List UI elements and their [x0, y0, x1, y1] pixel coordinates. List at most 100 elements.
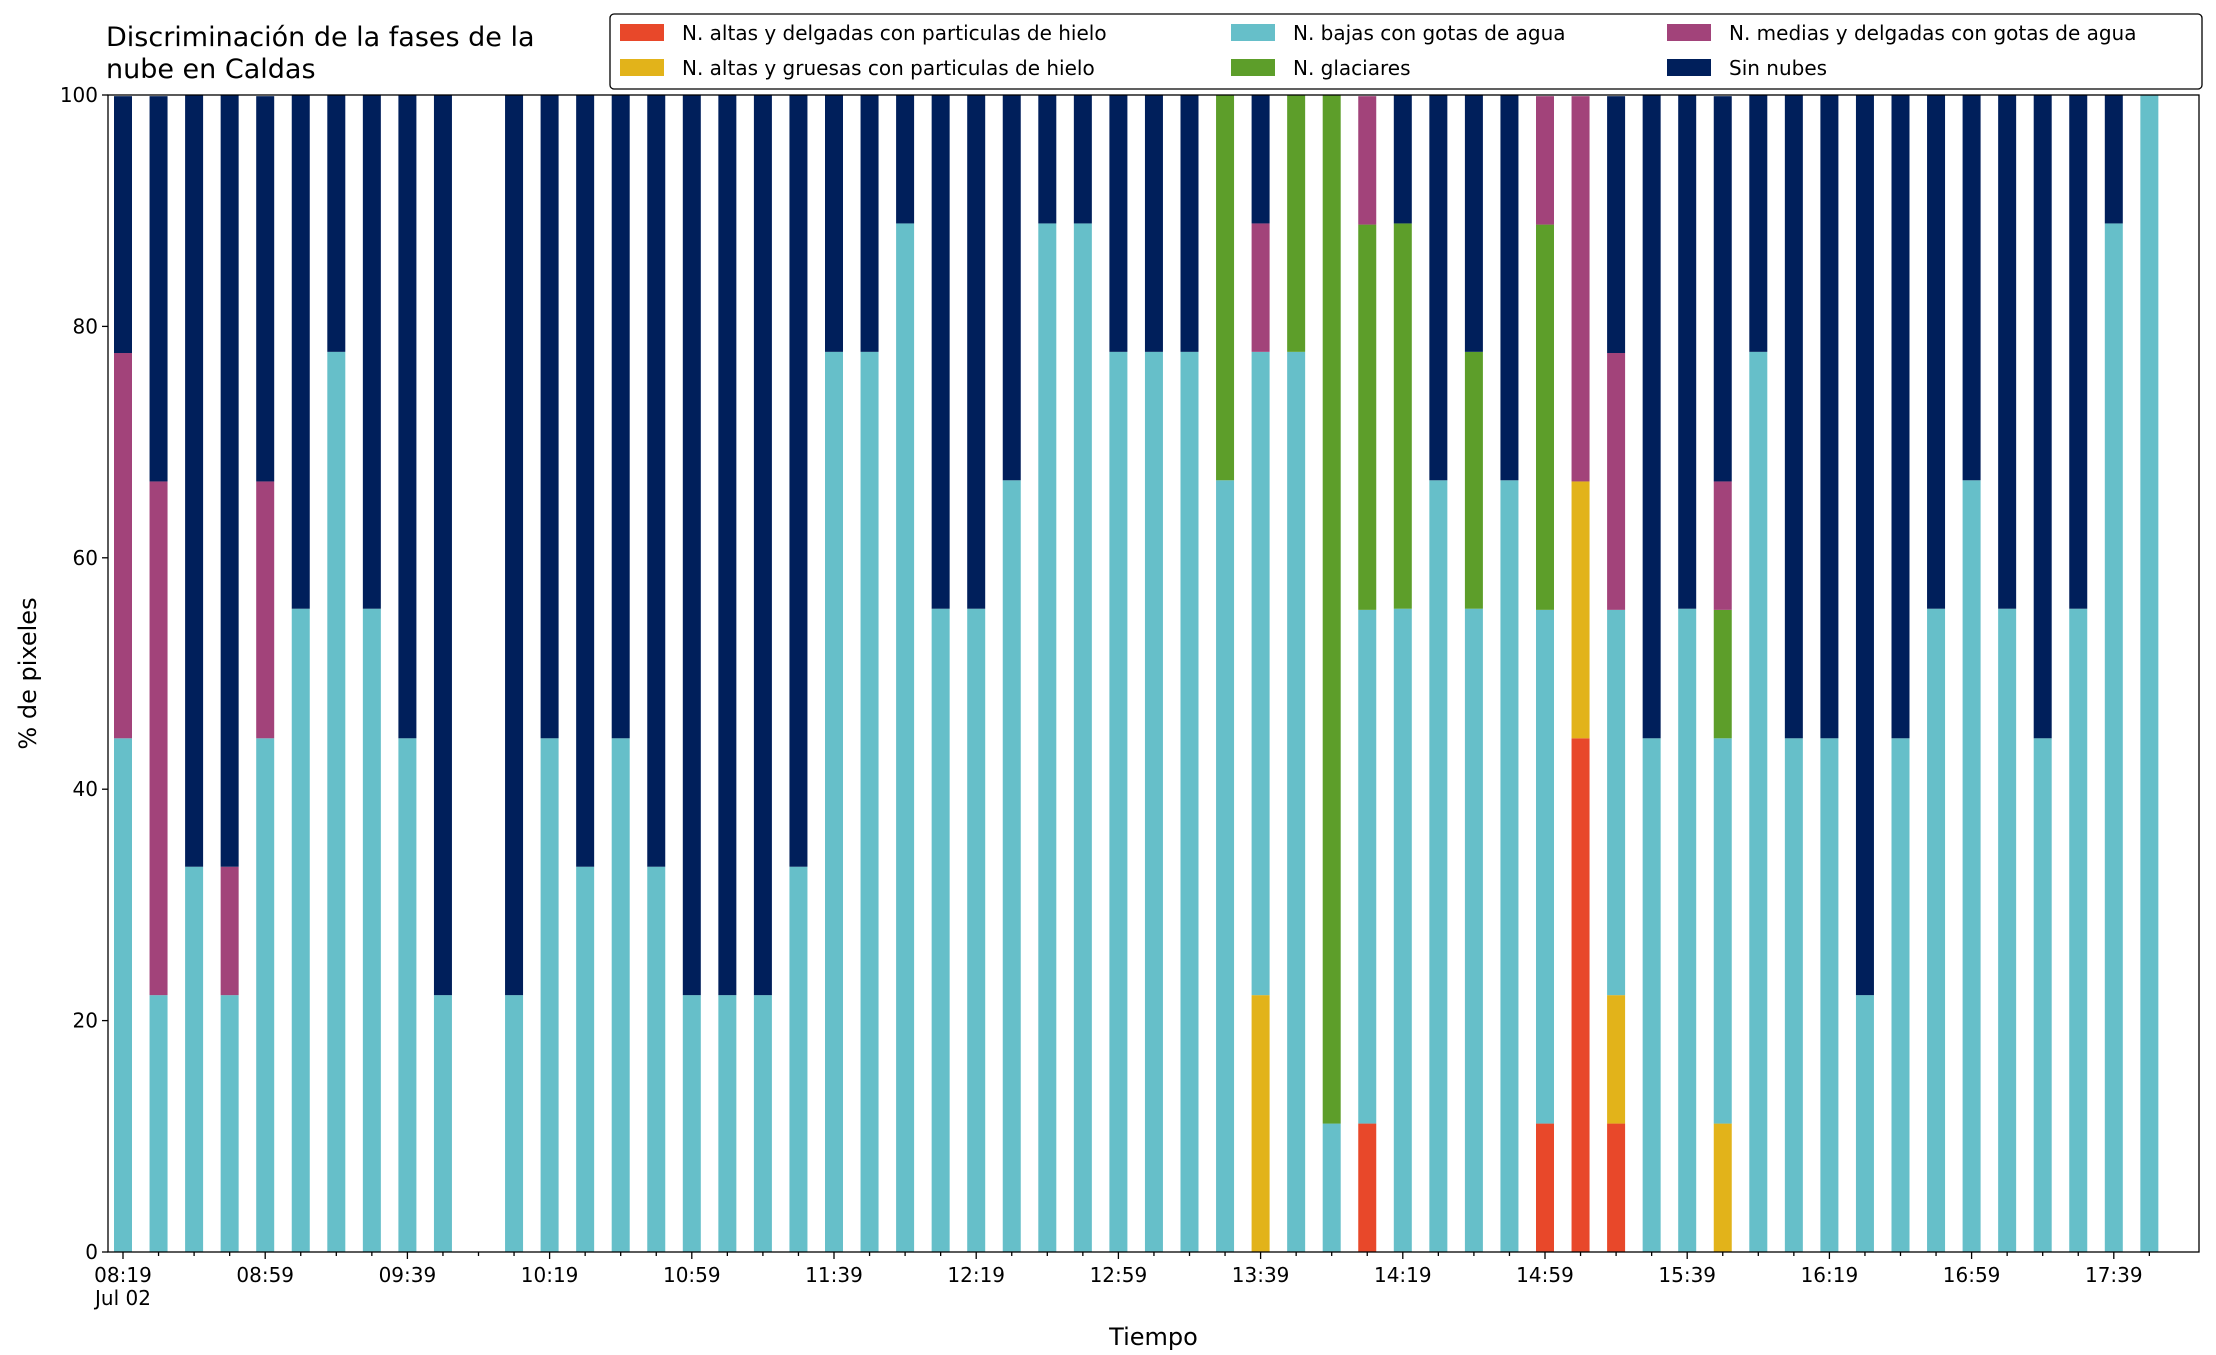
- bar-segment: [1891, 738, 1910, 1252]
- bar-segment: [896, 223, 915, 1252]
- x-axis-label: Tiempo: [1108, 1323, 1198, 1351]
- bar-segment: [149, 481, 168, 996]
- bar-segment: [1393, 95, 1412, 224]
- bar-segment: [505, 95, 524, 996]
- bar-segment: [220, 866, 239, 996]
- x-tick-label: 14:19: [1374, 1263, 1432, 1287]
- bar-segment: [362, 608, 381, 1252]
- bar-segment: [1002, 95, 1021, 481]
- bar-segment: [967, 608, 986, 1252]
- x-tick-label: 17:39: [2085, 1263, 2143, 1287]
- y-tick-label: 20: [73, 1009, 98, 1033]
- bar-segment: [718, 995, 737, 1252]
- plot-frame: [107, 94, 2200, 1253]
- bar-segment: [1820, 95, 1839, 739]
- bar-segment: [1642, 738, 1661, 1252]
- bar-segment: [1358, 1123, 1377, 1252]
- bar-segment: [1251, 351, 1270, 996]
- bar-segment: [860, 351, 879, 1252]
- bar-segment: [1287, 351, 1306, 1252]
- legend-swatch: [1667, 24, 1711, 41]
- y-tick-label: 0: [85, 1240, 98, 1264]
- bar-segment: [291, 608, 310, 1252]
- bar-segment: [540, 95, 559, 739]
- x-tick-label: 11:39: [805, 1263, 863, 1287]
- bar-segment: [2033, 95, 2052, 739]
- bar-segment: [2140, 95, 2159, 1252]
- bar-segment: [114, 96, 132, 354]
- legend-label: N. glaciares: [1293, 56, 1411, 80]
- x-tick-label: 10:19: [521, 1263, 579, 1287]
- x-tick-label: 16:19: [1801, 1263, 1859, 1287]
- x-tick-label: 10:59: [663, 1263, 721, 1287]
- x-tick-label: 09:39: [379, 1263, 437, 1287]
- bar-segment: [1784, 738, 1803, 1252]
- bar-segment: [1073, 95, 1092, 224]
- bar-segment: [327, 95, 346, 352]
- bar-segment: [1464, 608, 1483, 1252]
- y-tick-label: 60: [73, 546, 98, 570]
- bar-segment: [2104, 95, 2123, 224]
- bar-segment: [1536, 96, 1554, 225]
- bar-segment: [1571, 96, 1590, 482]
- bar-segment: [1713, 738, 1732, 1124]
- bar-segment: [1322, 95, 1341, 1124]
- bar-segment: [896, 95, 915, 224]
- bar-segment: [149, 96, 168, 482]
- bar-segment: [1607, 96, 1626, 354]
- bar-segment: [1393, 608, 1412, 1252]
- legend-swatch: [1667, 59, 1711, 76]
- bar-segment: [1713, 481, 1732, 610]
- bar-segment: [1144, 95, 1163, 352]
- bar-segment: [114, 353, 132, 739]
- bar-segment: [185, 95, 204, 867]
- bar-segment: [1891, 95, 1910, 739]
- bar-segment: [1109, 351, 1128, 1252]
- legend-label: Sin nubes: [1729, 56, 1827, 80]
- x-tick-label: 14:59: [1516, 1263, 1574, 1287]
- bar-segment: [1251, 223, 1270, 352]
- bar-segment: [1429, 480, 1448, 1252]
- bar-segment: [149, 995, 168, 1252]
- bar-segment: [1713, 1123, 1732, 1252]
- bar-segment: [647, 95, 666, 867]
- bar-segment: [931, 608, 950, 1252]
- bar-segment: [1429, 95, 1448, 481]
- bar-segment: [327, 351, 346, 1252]
- bar-segment: [1927, 608, 1946, 1252]
- bar-segment: [1109, 95, 1128, 352]
- legend-label: N. bajas con gotas de agua: [1293, 21, 1566, 45]
- bar-segment: [398, 95, 417, 739]
- bar-segment: [682, 95, 701, 996]
- bar-segment: [1180, 95, 1199, 352]
- bar-segment: [1607, 609, 1626, 996]
- bar-segment: [860, 95, 879, 352]
- x-tick-label: 16:59: [1943, 1263, 2001, 1287]
- bar-segment: [1607, 353, 1626, 610]
- bar-segment: [1287, 95, 1306, 352]
- bar-segment: [1500, 480, 1519, 1252]
- bar-segment: [1073, 223, 1092, 1252]
- bar-segment: [1749, 95, 1768, 352]
- x-tick-label: 08:59: [236, 1263, 294, 1287]
- bar-segment: [362, 95, 381, 609]
- bar-segment: [505, 995, 524, 1252]
- bar-segment: [256, 738, 275, 1252]
- bar-segment: [647, 866, 666, 1252]
- bar-segment: [1216, 480, 1235, 1252]
- bar-segment: [1571, 738, 1590, 1252]
- bar-segment: [1784, 95, 1803, 739]
- bar-segment: [256, 481, 275, 739]
- bar-segment: [1038, 95, 1057, 224]
- bar-segment: [1251, 995, 1270, 1252]
- bar-segment: [576, 866, 595, 1252]
- y-axis-label: % de pixeles: [14, 597, 42, 749]
- bar-segment: [1749, 351, 1768, 1252]
- bar-segment: [2069, 608, 2088, 1252]
- bar-segment: [1536, 1123, 1554, 1252]
- bar-segment: [1038, 223, 1057, 1252]
- bar-segment: [1820, 738, 1839, 1252]
- bar-segment: [185, 866, 204, 1252]
- legend-label: N. altas y delgadas con particulas de hi…: [682, 21, 1107, 45]
- y-tick-label: 40: [73, 777, 98, 801]
